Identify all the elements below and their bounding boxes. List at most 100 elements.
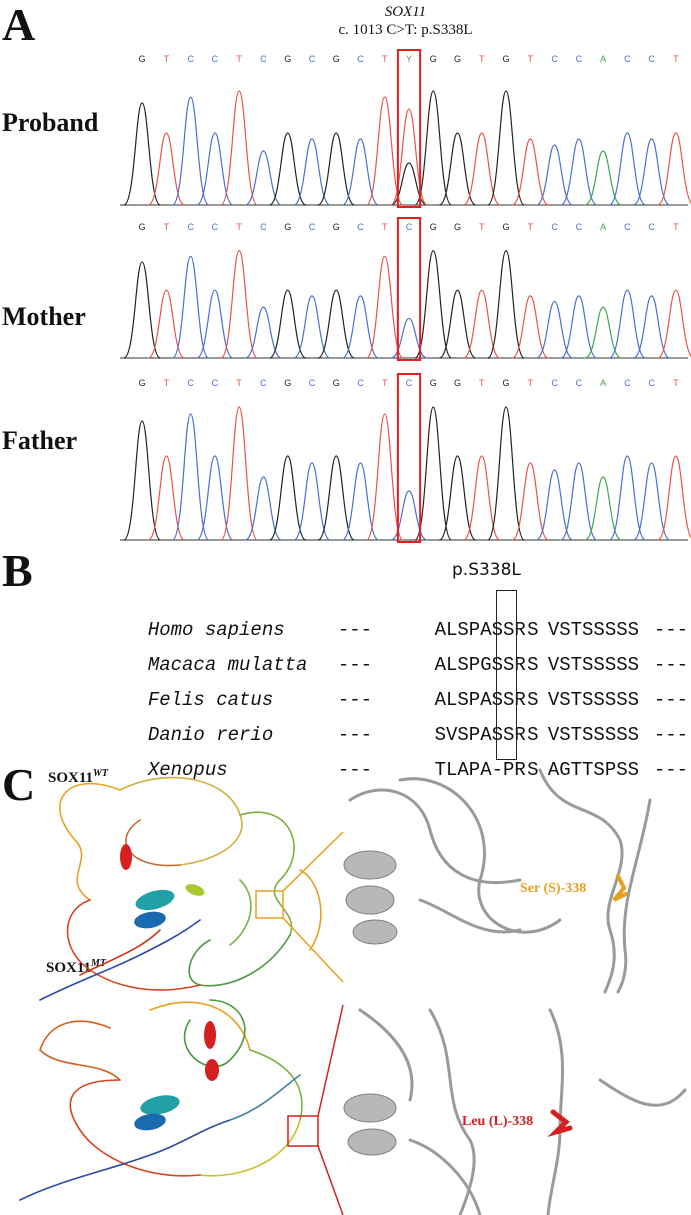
base-peak <box>147 289 185 359</box>
gap: --- <box>653 759 689 781</box>
base-peak <box>317 289 355 359</box>
alignment-row: Felis catus --- ALSPASSRS VSTSSSSS --- <box>125 667 691 711</box>
base-call: G <box>430 54 437 64</box>
base-peak <box>536 300 574 359</box>
base-peak <box>608 455 646 541</box>
base-call: G <box>284 54 291 64</box>
base-call: C <box>576 222 583 232</box>
base-call: C <box>212 378 219 388</box>
wt-global-structure <box>39 776 322 1001</box>
base-peak <box>560 462 598 541</box>
gap: --- <box>337 724 373 746</box>
base-call: T <box>236 378 242 388</box>
base-peak <box>123 102 161 206</box>
base-peak <box>633 462 671 541</box>
base-call: C <box>551 54 558 64</box>
gap: --- <box>653 689 689 711</box>
base-call: C <box>357 222 364 232</box>
base-peak <box>463 455 501 541</box>
base-call: G <box>430 378 437 388</box>
base-peak <box>341 462 379 541</box>
mt-zoom-line-bottom <box>317 1145 344 1215</box>
base-call: A <box>600 378 606 388</box>
residue: S <box>527 654 539 676</box>
variant-highlight-box <box>396 49 422 208</box>
gene-name: SOX11 <box>384 4 427 20</box>
base-call: G <box>333 54 340 64</box>
base-call: T <box>479 54 485 64</box>
chromatogram-panel: G T C C T C G C G C T Y G G T G T C C A C C T G T C C T C G C G C T C G G T G… <box>120 49 691 543</box>
alignment-row: Danio rerio --- SVSPASSRS VSTSSSSS --- <box>125 702 691 746</box>
base-peak <box>220 90 258 206</box>
base-call: T <box>479 222 485 232</box>
species-name: Xenopus <box>147 759 228 781</box>
species-name: Felis catus <box>147 689 274 711</box>
base-peak <box>269 455 307 541</box>
base-call: C <box>260 378 267 388</box>
base-call: T <box>528 378 534 388</box>
seq-left: ALSPGSSR <box>434 654 526 676</box>
base-peak <box>414 406 453 541</box>
base-peak <box>657 289 691 359</box>
wt-zoom-box <box>255 890 284 919</box>
gap: --- <box>653 724 689 746</box>
gap: --- <box>337 619 373 641</box>
base-call: T <box>382 54 388 64</box>
base-call: G <box>284 222 291 232</box>
base-call: G <box>503 222 510 232</box>
mt-structure-label: SOX11MT <box>46 958 106 977</box>
base-call: C <box>187 378 194 388</box>
base-call: C <box>551 222 558 232</box>
base-call: T <box>164 54 170 64</box>
species-name: Homo sapiens <box>147 619 285 641</box>
seq-right: VSTSSSSS <box>547 619 640 641</box>
base-call: C <box>309 378 316 388</box>
panel-b-letter: B <box>2 545 33 596</box>
base-call: T <box>673 54 679 64</box>
base-peak <box>244 306 282 359</box>
base-call: Y <box>406 54 412 64</box>
residue: S <box>527 724 539 746</box>
mt-label-sup: MT <box>91 958 107 969</box>
base-peak <box>414 250 453 359</box>
wt-residue-label: Ser (S)-338 <box>520 881 587 896</box>
base-call: T <box>236 222 242 232</box>
wt-structure-label: SOX11WT <box>48 768 108 787</box>
seq-left: SVSPASSR <box>434 724 526 746</box>
mt-residue-label: Leu (L)-338 <box>462 1114 534 1129</box>
base-call: T <box>164 222 170 232</box>
base-peak <box>584 306 622 359</box>
base-call: G <box>503 378 510 388</box>
base-peak <box>657 132 691 206</box>
base-call: C <box>551 378 558 388</box>
base-peak <box>147 132 185 206</box>
residue: S <box>527 689 539 711</box>
base-peak <box>365 255 404 359</box>
base-peak <box>439 132 477 206</box>
base-peak <box>220 406 258 541</box>
base-call: C <box>624 222 631 232</box>
base-call: C <box>187 222 194 232</box>
gap: --- <box>337 759 373 781</box>
seq-right: VSTSSSSS <box>547 654 640 676</box>
base-peak <box>463 289 501 359</box>
base-peak <box>414 90 453 206</box>
base-call: C <box>212 222 219 232</box>
base-call: G <box>454 378 461 388</box>
variant-notation: c. 1013 C>T: p.S338L <box>338 22 473 38</box>
base-call: G <box>139 378 146 388</box>
base-call: C <box>260 222 267 232</box>
mt-zoom-view <box>358 1008 687 1215</box>
base-call: G <box>430 222 437 232</box>
base-call: C <box>406 222 413 232</box>
base-peak <box>487 90 525 206</box>
base-call: G <box>333 378 340 388</box>
base-peak <box>293 138 331 206</box>
base-peak <box>487 250 525 359</box>
alignment-row: Xenopus --- TLAPA-PRS AGTTSPSS --- <box>125 737 691 781</box>
wt-label-sup: WT <box>93 768 109 779</box>
base-peak <box>196 455 234 541</box>
base-call: C <box>309 54 316 64</box>
